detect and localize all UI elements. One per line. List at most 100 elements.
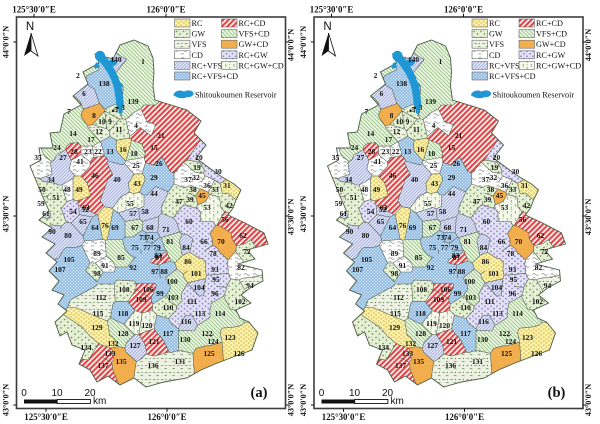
- svg-text:6: 6: [82, 89, 86, 98]
- svg-text:95: 95: [212, 275, 220, 284]
- svg-text:RC+VFS: RC+VFS: [192, 61, 223, 70]
- svg-text:32: 32: [192, 173, 200, 182]
- svg-text:15: 15: [150, 143, 158, 152]
- svg-text:34: 34: [47, 175, 55, 184]
- svg-text:23: 23: [84, 147, 92, 156]
- svg-text:(a): (a): [251, 385, 268, 401]
- svg-text:66: 66: [200, 237, 208, 246]
- svg-text:CD: CD: [192, 51, 203, 60]
- svg-text:65: 65: [79, 217, 87, 226]
- svg-text:125: 125: [203, 349, 214, 358]
- svg-text:120: 120: [141, 321, 152, 330]
- svg-text:39: 39: [186, 195, 194, 204]
- svg-text:136: 136: [147, 361, 158, 370]
- svg-text:122: 122: [201, 329, 212, 338]
- svg-text:56: 56: [221, 215, 229, 224]
- svg-text:125°30′0″E: 125°30′0″E: [12, 5, 56, 15]
- svg-text:126: 126: [233, 349, 244, 358]
- svg-text:118: 118: [118, 309, 129, 318]
- svg-text:14: 14: [69, 129, 77, 138]
- svg-text:43°30′0″N: 43°30′0″N: [2, 196, 11, 233]
- svg-text:33: 33: [211, 185, 219, 194]
- svg-text:96: 96: [211, 289, 219, 298]
- svg-text:10: 10: [98, 117, 106, 126]
- svg-text:61: 61: [42, 209, 50, 218]
- svg-text:N: N: [26, 21, 34, 33]
- svg-text:79: 79: [153, 243, 161, 252]
- svg-text:121: 121: [148, 337, 159, 346]
- svg-text:110: 110: [163, 303, 174, 312]
- svg-text:91: 91: [101, 261, 109, 270]
- svg-text:29: 29: [150, 173, 158, 182]
- svg-text:17: 17: [87, 135, 95, 144]
- svg-text:20: 20: [84, 388, 96, 399]
- svg-text:115: 115: [93, 309, 104, 318]
- svg-text:10: 10: [51, 388, 63, 399]
- svg-text:57: 57: [129, 209, 137, 218]
- svg-text:45: 45: [198, 191, 206, 200]
- svg-text:63: 63: [82, 203, 90, 212]
- svg-text:40: 40: [113, 175, 121, 184]
- svg-text:99: 99: [156, 289, 164, 298]
- svg-text:67: 67: [131, 223, 139, 232]
- svg-text:138: 138: [98, 79, 109, 88]
- svg-text:20: 20: [195, 153, 203, 162]
- svg-text:28: 28: [70, 147, 78, 156]
- svg-text:133: 133: [104, 349, 115, 358]
- svg-text:60: 60: [185, 217, 193, 226]
- svg-text:24: 24: [53, 143, 61, 152]
- svg-text:119: 119: [129, 319, 140, 328]
- svg-text:87: 87: [155, 253, 163, 262]
- svg-text:74: 74: [146, 233, 154, 242]
- svg-text:105: 105: [63, 255, 74, 264]
- svg-text:7: 7: [67, 107, 71, 116]
- svg-text:126°0′0″E: 126°0′0″E: [147, 412, 186, 422]
- svg-text:44°0′0″N: 44°0′0″N: [2, 26, 11, 58]
- svg-text:42: 42: [225, 201, 233, 210]
- svg-text:27: 27: [59, 153, 67, 162]
- svg-text:16: 16: [119, 145, 127, 154]
- svg-text:75: 75: [131, 243, 139, 252]
- svg-text:94: 94: [246, 281, 254, 290]
- svg-text:70: 70: [217, 237, 225, 246]
- svg-text:(b): (b): [548, 385, 566, 401]
- svg-text:69: 69: [111, 223, 119, 232]
- svg-text:5: 5: [114, 105, 118, 114]
- svg-text:93: 93: [211, 265, 219, 274]
- svg-text:129: 129: [91, 323, 102, 332]
- svg-text:127: 127: [129, 341, 140, 350]
- svg-text:53: 53: [203, 203, 211, 212]
- svg-text:139: 139: [127, 97, 138, 106]
- svg-text:88: 88: [160, 267, 168, 276]
- svg-text:131: 131: [174, 357, 185, 366]
- svg-text:80: 80: [64, 231, 72, 240]
- svg-text:35: 35: [34, 153, 42, 162]
- svg-text:58: 58: [141, 207, 149, 216]
- svg-text:72: 72: [243, 247, 251, 256]
- svg-text:50: 50: [38, 185, 46, 194]
- svg-text:101: 101: [190, 269, 201, 278]
- svg-text:RC: RC: [192, 19, 203, 28]
- svg-text:85: 85: [117, 253, 125, 262]
- svg-text:109: 109: [135, 295, 146, 304]
- svg-text:117: 117: [163, 329, 174, 338]
- svg-text:59: 59: [37, 199, 45, 208]
- svg-text:43°30′0″N: 43°30′0″N: [287, 199, 296, 236]
- svg-text:113: 113: [195, 309, 206, 318]
- svg-text:84: 84: [182, 243, 190, 252]
- svg-text:Shitoukoumen Reservoir: Shitoukoumen Reservoir: [195, 91, 277, 100]
- svg-text:26: 26: [155, 159, 163, 168]
- svg-text:86: 86: [184, 257, 192, 266]
- svg-text:9: 9: [108, 117, 112, 126]
- svg-text:44°0′0″N: 44°0′0″N: [287, 29, 296, 61]
- svg-text:47: 47: [175, 197, 183, 206]
- svg-text:97: 97: [151, 267, 159, 276]
- svg-text:92: 92: [129, 263, 137, 272]
- svg-text:107: 107: [54, 265, 65, 274]
- svg-text:123: 123: [224, 333, 235, 342]
- svg-text:46: 46: [91, 171, 99, 180]
- svg-text:RC+CD: RC+CD: [239, 19, 266, 28]
- svg-text:13: 13: [106, 147, 114, 156]
- svg-text:25: 25: [132, 161, 140, 170]
- svg-text:43°0′0″N: 43°0′0″N: [287, 384, 296, 416]
